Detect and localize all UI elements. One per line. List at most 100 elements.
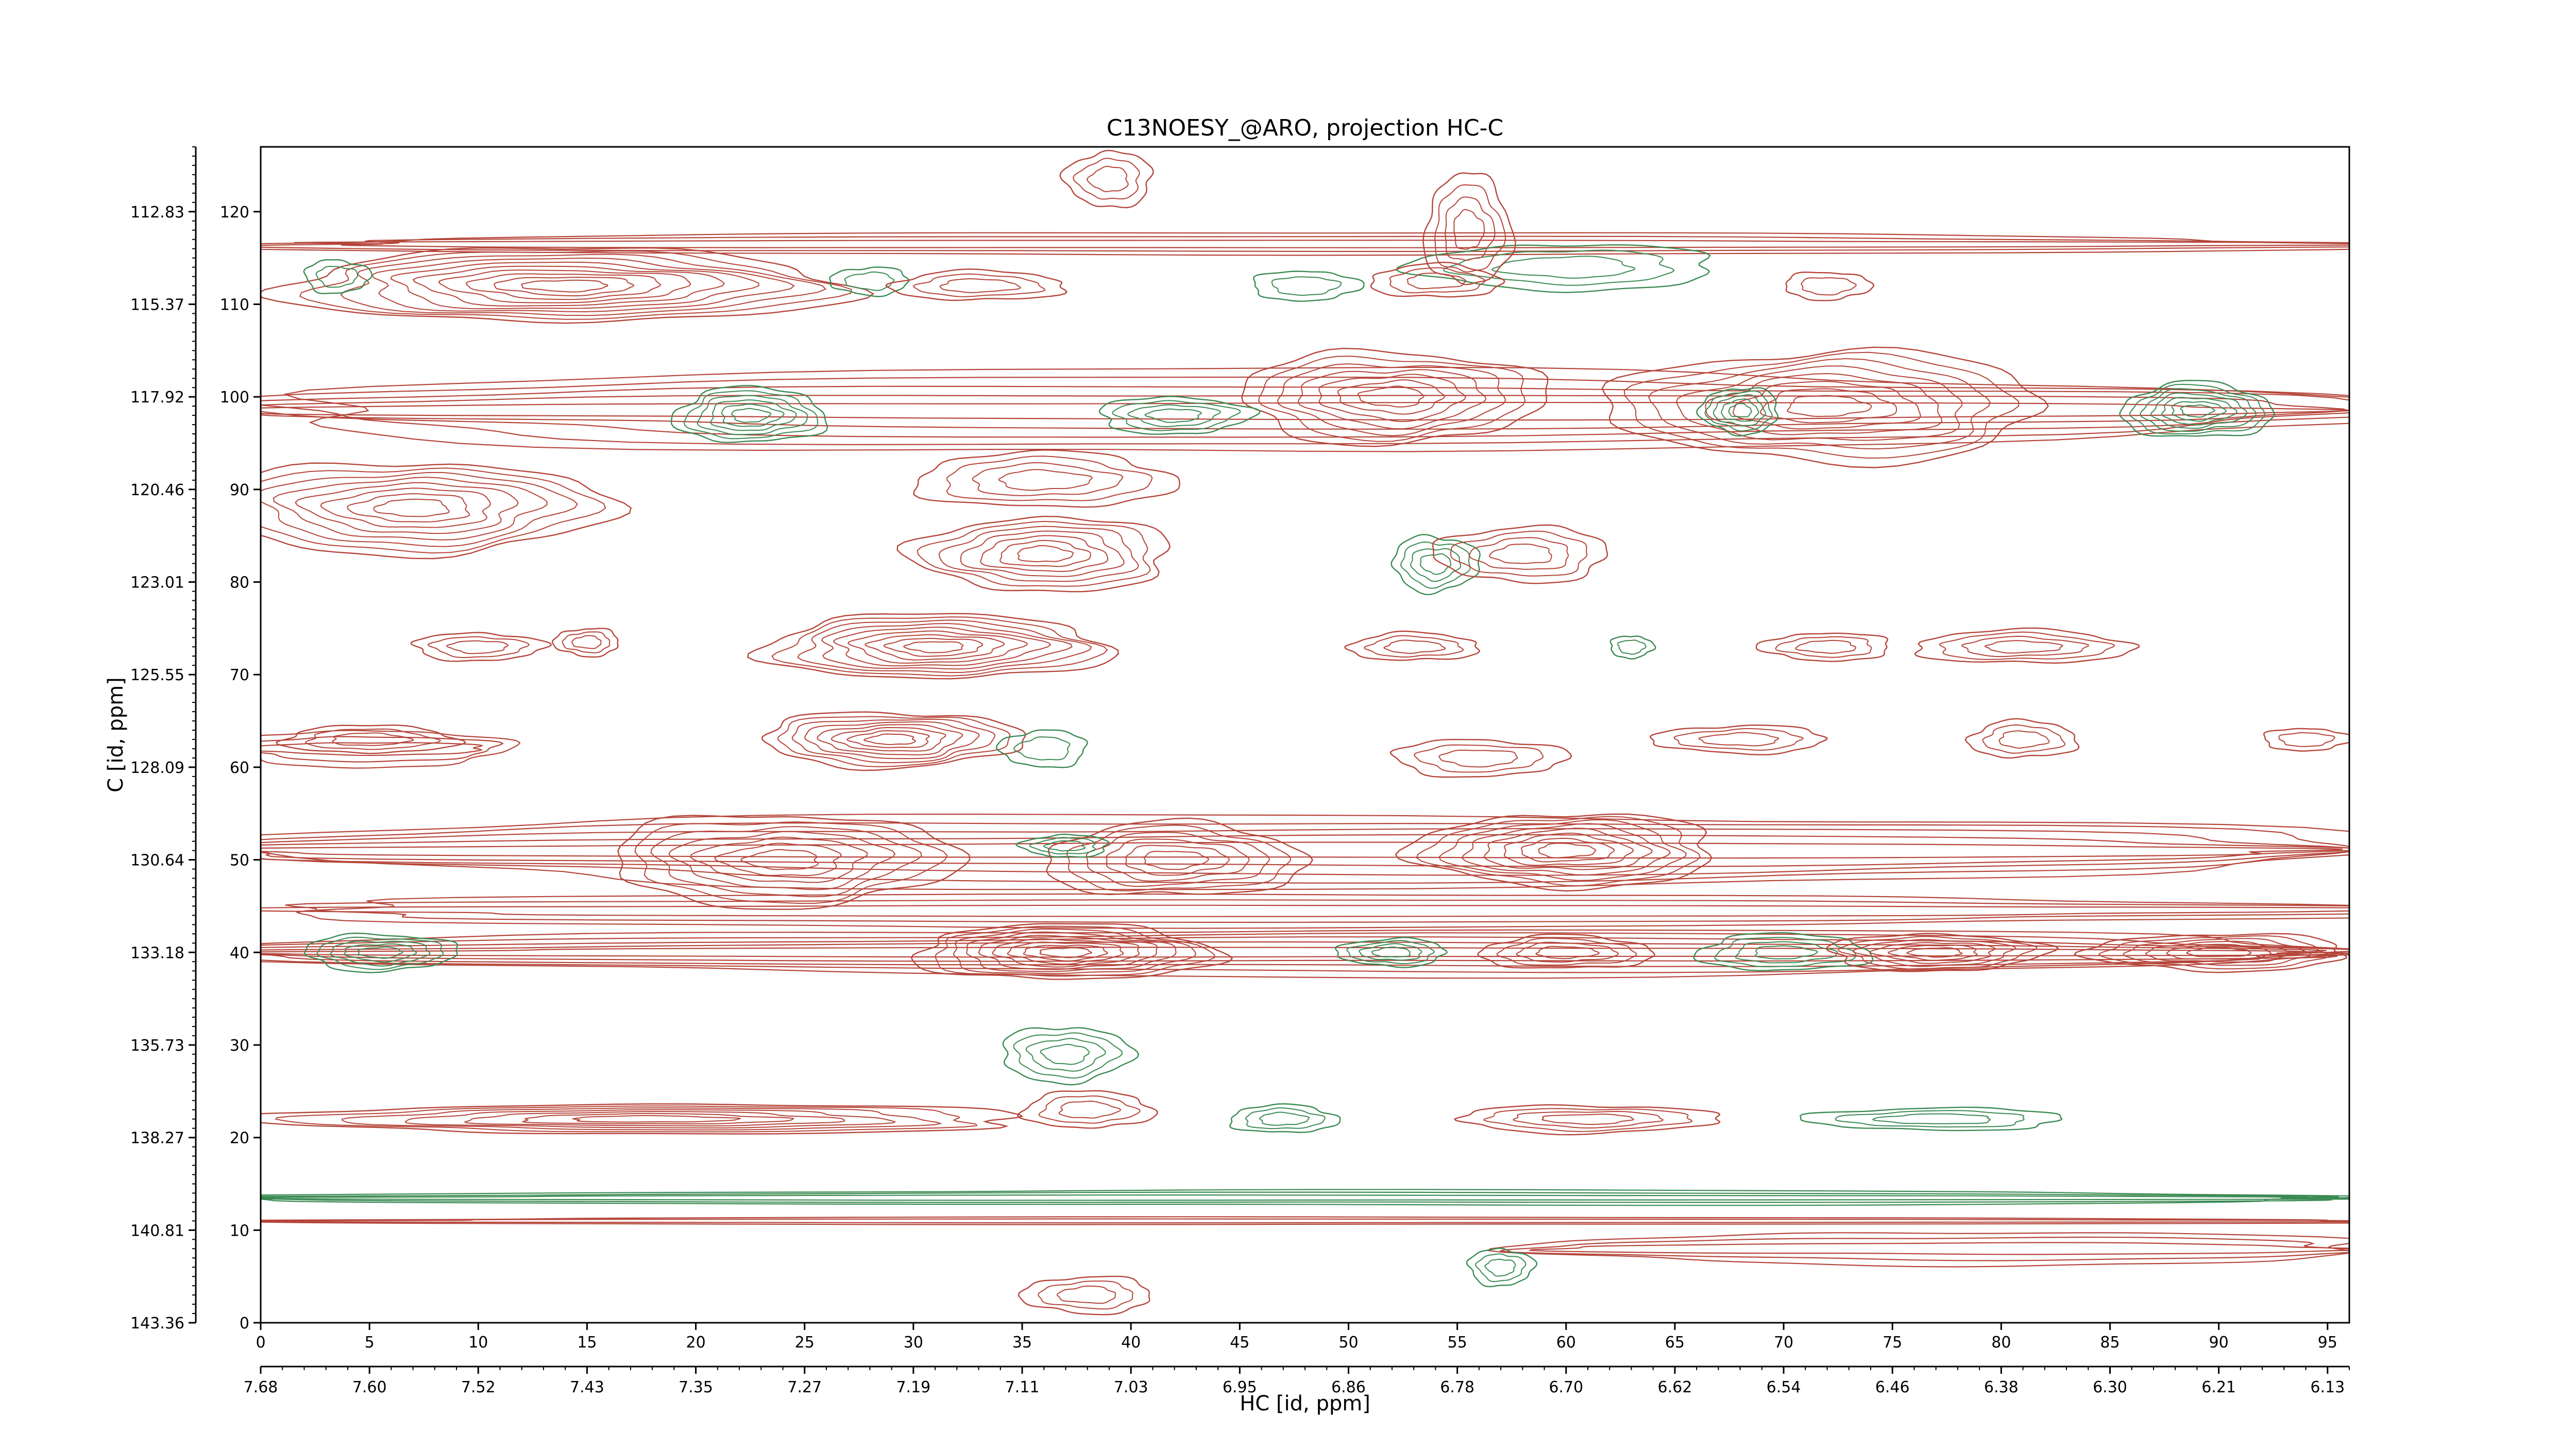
contour-level xyxy=(320,487,492,528)
contour-peak-negative xyxy=(1015,833,1110,858)
contour-level xyxy=(797,619,1092,673)
contour-peak-negative xyxy=(1002,1027,1140,1086)
contour-level xyxy=(1422,172,1516,285)
contour-level xyxy=(1002,1027,1140,1086)
contour-level xyxy=(1098,396,1261,435)
x-ppm-tick-label: 7.43 xyxy=(570,1378,604,1396)
contour-peak-positive xyxy=(1059,149,1154,209)
contour-level xyxy=(1039,947,1092,958)
contour-level xyxy=(1073,158,1140,200)
contour-level xyxy=(740,849,819,870)
contour-level xyxy=(1258,356,1526,442)
contour-level xyxy=(2171,401,2227,422)
contour-level xyxy=(1013,736,1071,761)
contour-level xyxy=(998,469,1093,491)
contour-level xyxy=(910,923,1233,980)
contour-level xyxy=(1648,358,1991,450)
contour-level xyxy=(1400,541,1471,589)
contour-level xyxy=(1755,945,1818,959)
contour-level xyxy=(946,456,1153,501)
contour-peak-positive xyxy=(1344,630,1481,661)
contour-level xyxy=(1040,1043,1090,1065)
y-index-tick-label: 120 xyxy=(220,204,249,222)
contour-peak-positive xyxy=(275,724,467,754)
contour-level xyxy=(913,449,1180,508)
contour-level xyxy=(1143,851,1209,870)
contour-level xyxy=(304,932,459,973)
contour-peak-negative xyxy=(1466,1248,1538,1288)
contour-band-negative xyxy=(261,1191,2339,1203)
contour-level xyxy=(1800,1106,2063,1132)
contour-level xyxy=(562,631,611,653)
contour-level xyxy=(1245,1107,1326,1130)
contour-level xyxy=(1127,404,1222,428)
contour-level xyxy=(1515,941,1619,963)
x-ppm-tick-label: 6.38 xyxy=(1984,1378,2019,1396)
contour-peak-positive xyxy=(1453,1104,1721,1136)
contour-level xyxy=(1617,639,1647,655)
contour-level xyxy=(2123,938,2312,966)
contour-peak-positive xyxy=(885,268,1068,301)
contour-level xyxy=(1713,394,1767,427)
contour-level xyxy=(690,836,868,883)
x-ppm-tick-label: 6.54 xyxy=(1767,1378,1801,1396)
contour-level xyxy=(303,259,373,294)
contour-level xyxy=(1087,165,1129,192)
contour-level xyxy=(1775,636,1872,658)
contour-peak-negative xyxy=(1391,534,1481,596)
contour-level xyxy=(721,403,785,427)
contour-level xyxy=(1434,184,1506,273)
contour-level xyxy=(357,946,403,959)
contour-level xyxy=(992,938,1140,968)
contour-band-positive xyxy=(261,385,2349,438)
x-ppm-tick-label: 7.52 xyxy=(461,1378,496,1396)
contour-level xyxy=(828,266,910,297)
x-index-tick-label: 25 xyxy=(795,1334,815,1352)
contour-peak-positive xyxy=(617,815,971,910)
y-axis-ppm: 143.36 140.81 138.27 135.73 133.18 130.64 128.… xyxy=(130,146,197,1333)
contour-level xyxy=(1432,524,1608,584)
contour-level xyxy=(1601,346,2049,468)
contour-level xyxy=(1649,724,1828,755)
x-axis-index: 0 5 10 15 20 25 30 35 40 45 50 55 60 65 70 75 80 85 90 95 xyxy=(256,1323,2337,1352)
contour-level xyxy=(831,727,946,752)
contour-level xyxy=(412,265,725,307)
contour-peak-negative xyxy=(1800,1106,2063,1132)
contour-band-positive xyxy=(284,366,2349,452)
x-index-tick-label: 95 xyxy=(2318,1334,2337,1352)
contour-band-negative xyxy=(261,1189,2349,1206)
x-ppm-tick-label: 6.95 xyxy=(1223,1378,1257,1396)
x-ppm-tick-label: 7.27 xyxy=(787,1378,822,1396)
contour-level xyxy=(1450,530,1588,577)
contour-peak-negative xyxy=(670,384,828,443)
contour-level xyxy=(670,384,828,443)
contour-level xyxy=(1252,271,1365,302)
contour-level xyxy=(1852,939,2016,967)
contour-level xyxy=(1016,1090,1158,1129)
contour-level xyxy=(411,632,552,662)
contour-level xyxy=(1125,845,1230,876)
contour-level xyxy=(1337,379,1446,415)
contour-level xyxy=(1496,937,1637,966)
x-index-tick-label: 60 xyxy=(1556,1334,1576,1352)
contour-peak-positive xyxy=(896,515,1171,593)
x-ppm-tick-label: 6.21 xyxy=(2201,1378,2236,1396)
x-index-tick-label: 30 xyxy=(904,1334,923,1352)
contour-level xyxy=(1538,843,1597,858)
contour-level xyxy=(1453,209,1485,250)
contour-level xyxy=(1058,1100,1122,1119)
x-index-tick-label: 65 xyxy=(1665,1334,1685,1352)
contour-level xyxy=(668,831,896,890)
x-ppm-tick-label: 6.13 xyxy=(2310,1378,2345,1396)
contour-band-positive xyxy=(1486,1232,2349,1268)
contour-level xyxy=(848,630,1028,664)
y-index-tick-label: 70 xyxy=(230,666,249,684)
contour-level xyxy=(1453,1104,1721,1136)
contour-level xyxy=(1277,363,1506,436)
y-index-tick-label: 60 xyxy=(230,759,249,777)
x-index-tick-label: 85 xyxy=(2100,1334,2120,1352)
contour-level xyxy=(1735,941,1838,964)
contour-level xyxy=(1961,635,2089,658)
contour-level xyxy=(1785,271,1875,301)
contour-band-positive xyxy=(1499,1236,2349,1261)
